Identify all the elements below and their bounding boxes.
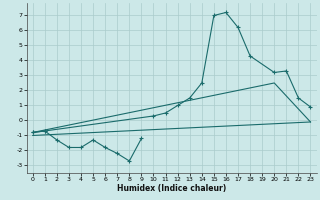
- X-axis label: Humidex (Indice chaleur): Humidex (Indice chaleur): [117, 184, 226, 193]
